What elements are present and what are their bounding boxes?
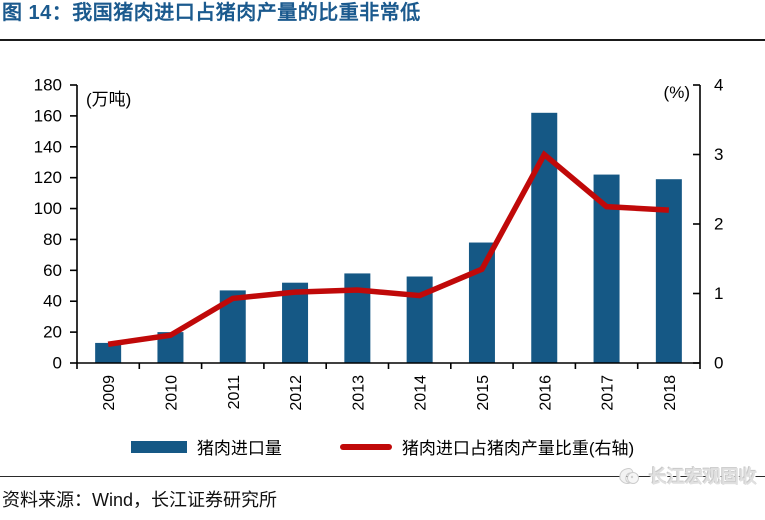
title-rule <box>0 39 765 41</box>
legend-item-share: 猪肉进口占猪肉产量比重(右轴) <box>339 434 635 459</box>
bar-2016 <box>531 112 558 363</box>
right-tick-label: 3 <box>714 145 723 164</box>
right-tick-label: 1 <box>714 284 723 303</box>
figure-title: 图 14：我国猪肉进口占猪肉产量的比重非常低 <box>2 2 421 24</box>
bar-2015 <box>468 242 495 363</box>
right-tick-label: 0 <box>714 354 723 373</box>
watermark-label: 长江宏观固收 <box>649 467 757 487</box>
left-tick-label: 120 <box>34 168 62 187</box>
watermark: 长江宏观固收 <box>618 463 757 489</box>
right-axis-unit: (%) <box>664 83 690 102</box>
left-tick-label: 80 <box>43 230 62 249</box>
source-text: 资料来源：Wind，长江证券研究所 <box>2 490 278 510</box>
x-label-2016: 2016 <box>537 375 554 411</box>
x-label-2018: 2018 <box>662 375 679 411</box>
left-tick-label: 40 <box>43 292 62 311</box>
left-tick-label: 20 <box>43 323 62 342</box>
x-label-2011: 2011 <box>226 375 243 410</box>
x-label-2009: 2009 <box>101 375 118 411</box>
left-tick-label: 60 <box>43 261 62 280</box>
bar-2009 <box>95 342 122 363</box>
bar-2018 <box>655 179 682 363</box>
right-tick-label: 2 <box>714 215 723 234</box>
left-tick-label: 0 <box>53 354 62 373</box>
bar-2012 <box>282 282 309 363</box>
x-label-2013: 2013 <box>350 375 367 411</box>
x-label-2012: 2012 <box>288 375 305 411</box>
left-tick-label: 100 <box>34 199 62 218</box>
watermark-logo-icon <box>619 468 639 484</box>
legend-item-imports: 猪肉进口量 <box>130 434 282 459</box>
x-label-2014: 2014 <box>413 375 430 411</box>
left-tick-label: 160 <box>34 106 62 125</box>
legend: 猪肉进口量 猪肉进口占猪肉产量比重(右轴) <box>0 434 765 459</box>
left-axis-unit: (万吨) <box>86 90 131 109</box>
x-label-2017: 2017 <box>600 375 617 411</box>
legend-label-imports: 猪肉进口量 <box>196 439 282 458</box>
import-share-line <box>107 150 670 347</box>
legend-label-share: 猪肉进口占猪肉产量比重(右轴) <box>401 439 635 458</box>
x-label-2010: 2010 <box>163 375 180 411</box>
footer-rule <box>0 476 765 477</box>
x-label-2015: 2015 <box>475 375 492 411</box>
bar-series-swatch <box>130 440 187 453</box>
left-tick-label: 140 <box>34 137 62 156</box>
bar-2017 <box>593 174 620 363</box>
line-series-swatch <box>339 443 392 450</box>
right-tick-label: 4 <box>714 76 723 95</box>
left-tick-label: 180 <box>34 76 62 95</box>
bar-2013 <box>344 273 371 363</box>
chart-canvas: 0 20 40 60 80 100 120 140 160 180 0 1 2 3 4 2009 2010 201… <box>34 76 724 411</box>
